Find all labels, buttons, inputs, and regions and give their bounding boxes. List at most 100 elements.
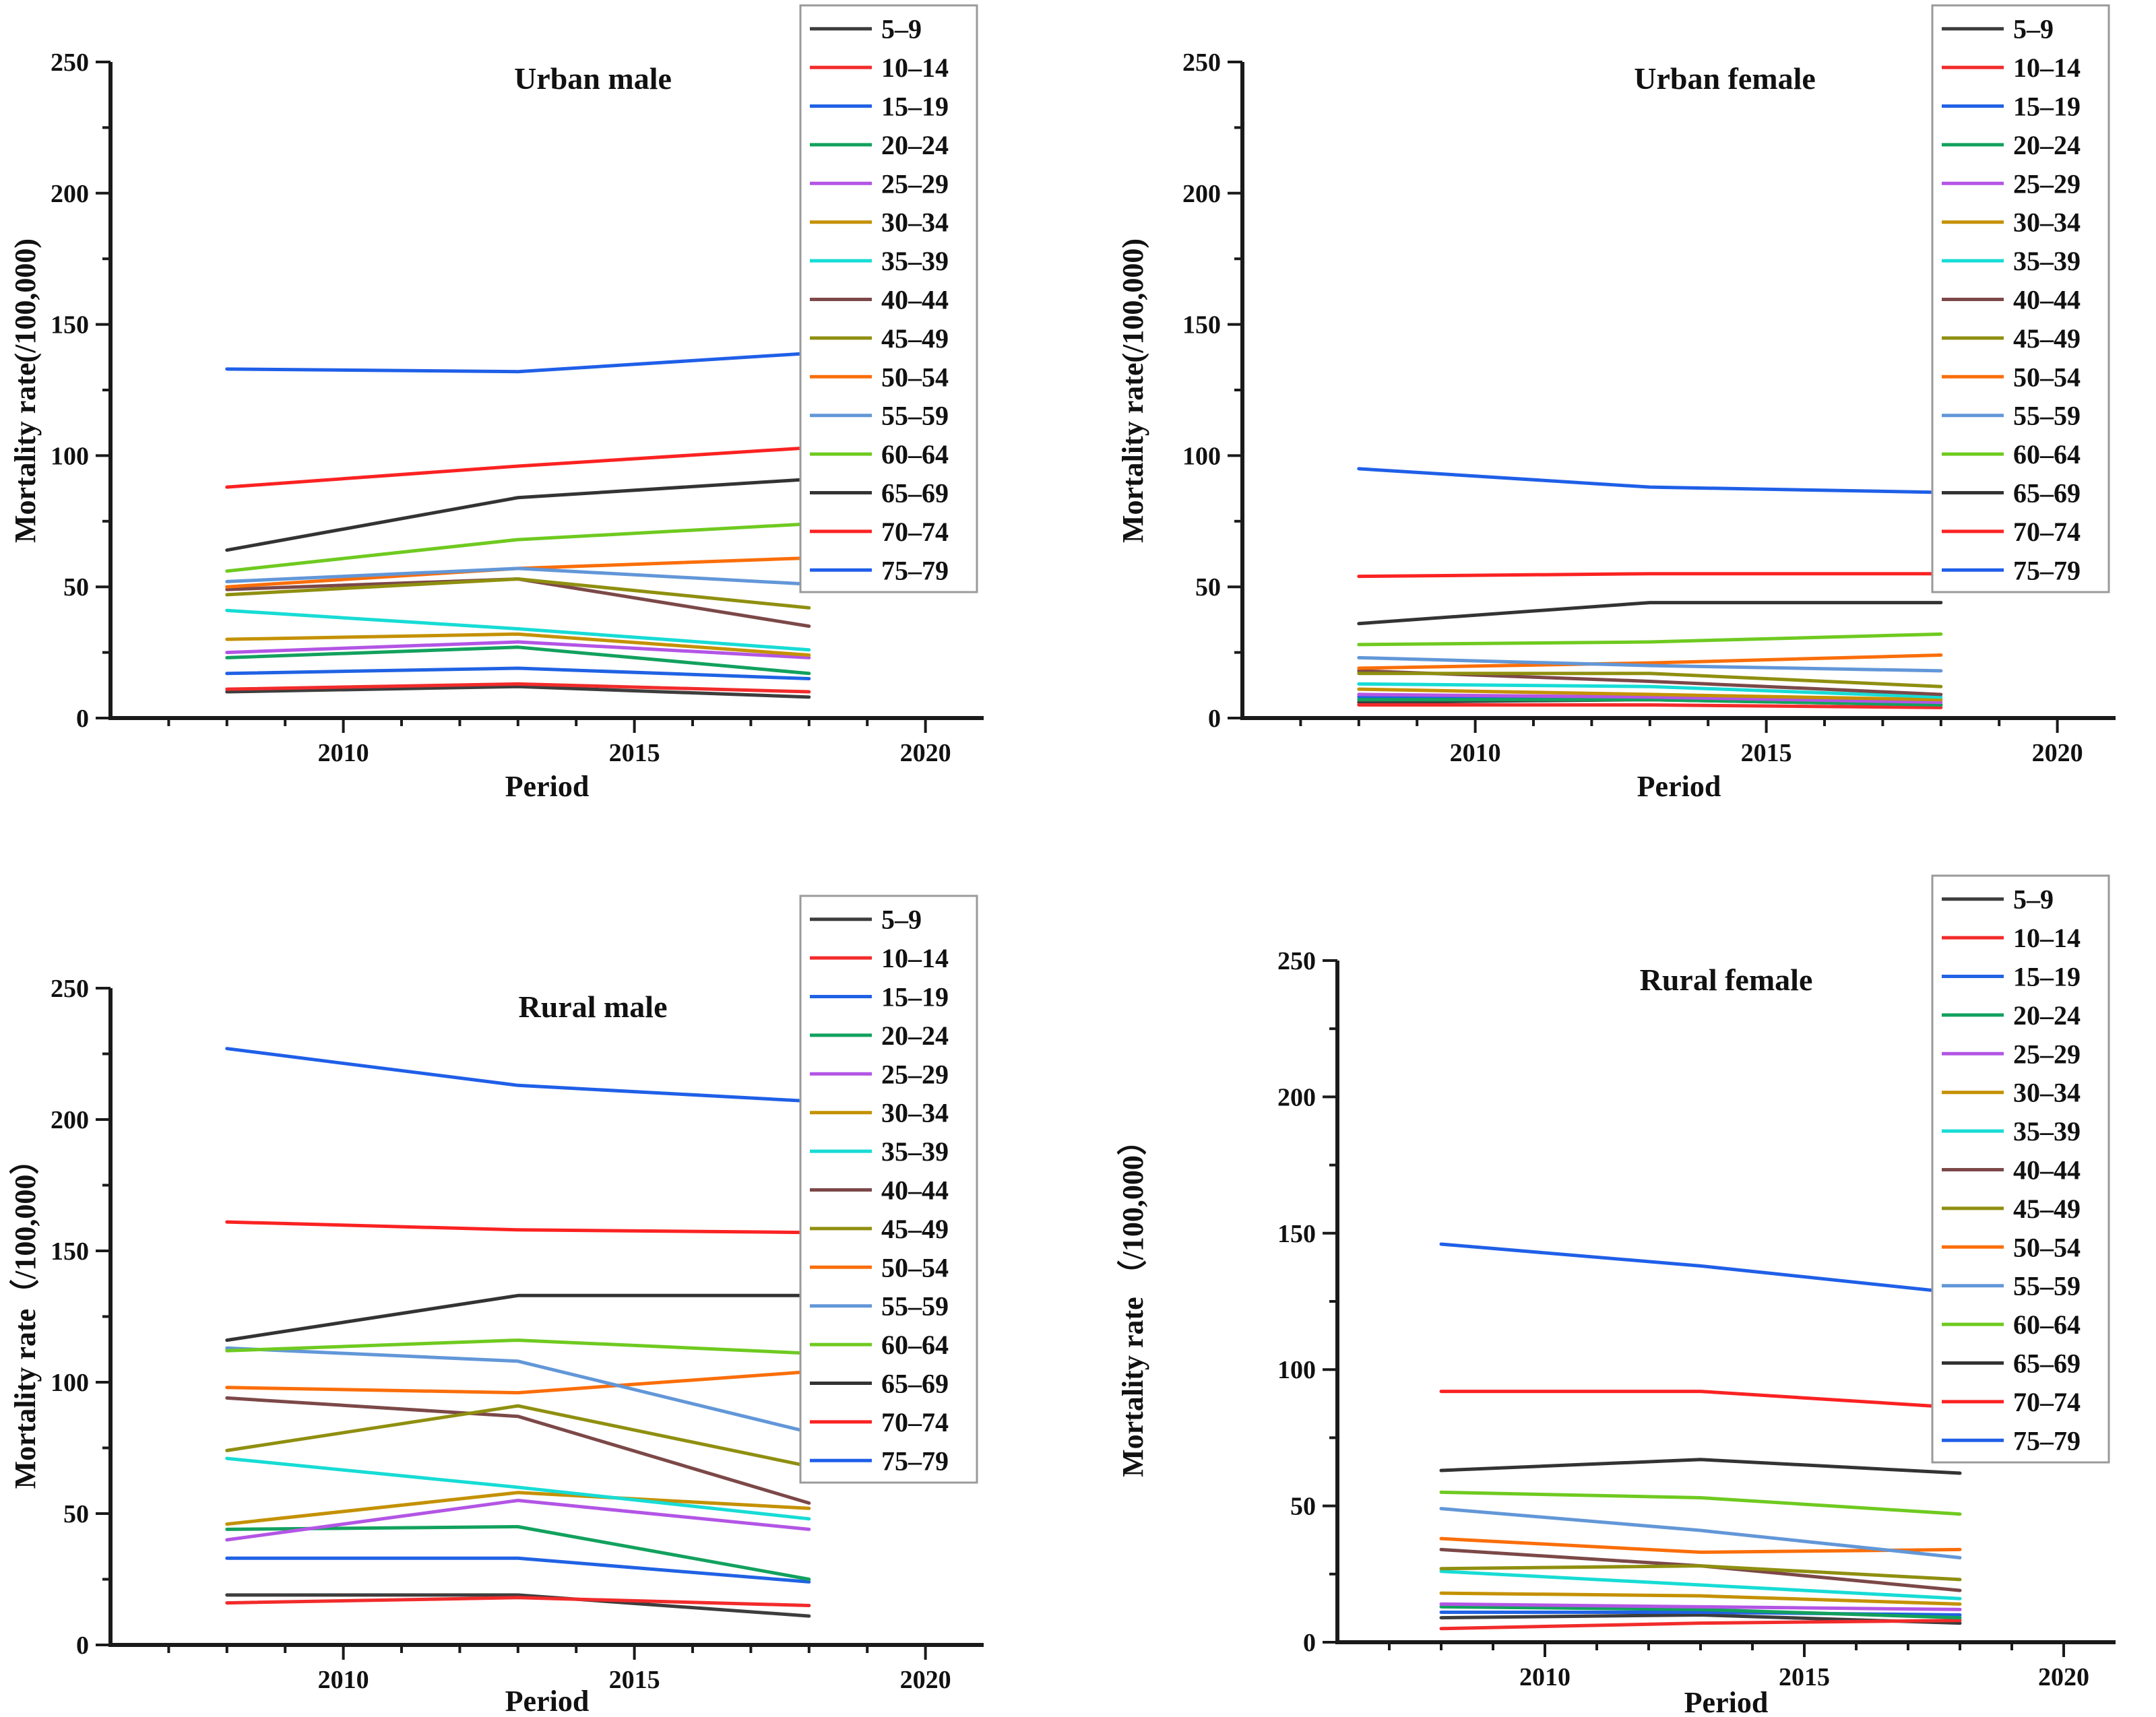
legend-item-label: 45–49 <box>881 1214 949 1244</box>
legend-item-label: 55–59 <box>2013 1271 2081 1301</box>
chart-title: Rural female <box>1640 963 1813 997</box>
series-line-40-44 <box>225 1396 811 1505</box>
series-line-20-24 <box>225 1525 811 1581</box>
legend-item-label: 25–29 <box>2013 1039 2081 1069</box>
series-line-40-44 <box>225 577 811 628</box>
legend-item-label: 50–54 <box>2013 1232 2081 1262</box>
legend-item-label: 75–79 <box>881 555 949 585</box>
legend-item-label: 70–74 <box>881 517 949 547</box>
legend-item-label: 40–44 <box>2013 285 2081 315</box>
legend-item-label: 65–69 <box>2013 1349 2081 1379</box>
legend-item-label: 20–24 <box>881 1021 949 1051</box>
legend-item-label: 15–19 <box>881 92 949 122</box>
series-line-10-14 <box>225 682 811 694</box>
series-line-30-34 <box>225 632 811 657</box>
series-line-70-74 <box>225 446 811 489</box>
legend-item-label: 25–29 <box>881 1059 949 1089</box>
legend-item-label: 35–39 <box>881 246 949 276</box>
series-line-15-19 <box>225 1556 811 1584</box>
y-tick-label: 0 <box>76 705 89 733</box>
legend-item-label: 75–79 <box>2013 555 2081 585</box>
series-line-45-49 <box>225 1404 811 1468</box>
legend-item-label: 40–44 <box>881 285 949 315</box>
y-tick-label: 100 <box>1182 442 1221 470</box>
legend-item-label: 35–39 <box>2013 246 2081 276</box>
y-tick-label: 200 <box>1277 1083 1316 1111</box>
legend-item-label: 15–19 <box>881 982 949 1012</box>
legend-item-label: 15–19 <box>2013 962 2081 992</box>
series-line-60-64 <box>225 522 811 573</box>
series-line-30-34 <box>1357 687 1943 702</box>
y-tick-label: 50 <box>63 573 89 602</box>
legend-item-label: 60–64 <box>881 439 949 469</box>
legend-item-label: 40–44 <box>881 1175 949 1206</box>
legend-item-label: 60–64 <box>2013 439 2081 469</box>
x-tick-label: 2015 <box>1779 1663 1830 1691</box>
series-line-25-29 <box>225 1499 811 1542</box>
y-tick-label: 200 <box>51 1106 89 1134</box>
series-line-75-79 <box>1439 1242 1962 1295</box>
series-line-25-29 <box>1439 1602 1962 1611</box>
legend-item-label: 45–49 <box>881 323 949 354</box>
y-tick-label: 100 <box>51 1369 89 1397</box>
y-tick-label: 0 <box>1208 705 1221 733</box>
y-tick-label: 250 <box>51 48 89 77</box>
y-tick-label: 150 <box>1182 311 1221 339</box>
y-tick-label: 150 <box>1277 1220 1316 1248</box>
y-tick-label: 0 <box>1303 1629 1316 1657</box>
x-axis-label: Period <box>1637 770 1721 803</box>
series-line-35-39 <box>1357 682 1943 699</box>
legend-item-label: 20–24 <box>2013 130 2081 160</box>
legend-item-label: 75–79 <box>2013 1425 2081 1456</box>
series-line-65-69 <box>225 477 811 552</box>
plot-layer-0: 0 50 100 150 200 250 2010 2015 2020 5–9 10–14 15–19… <box>51 4 984 767</box>
series-line-45-49 <box>1357 672 1943 688</box>
series-line-60-64 <box>1357 632 1943 647</box>
series-line-55-59 <box>1439 1507 1962 1560</box>
x-tick-label: 2020 <box>900 1666 951 1694</box>
legend-item-label: 45–49 <box>2013 1194 2081 1224</box>
series-line-30-34 <box>225 1491 811 1526</box>
legend-item-label: 5–9 <box>2013 14 2054 44</box>
y-tick-label: 200 <box>1182 180 1221 208</box>
x-tick-label: 2020 <box>2032 739 2083 767</box>
series-line-10-14 <box>1357 703 1943 709</box>
legend-item-label: 50–54 <box>881 1252 949 1283</box>
legend-item-label: 70–74 <box>881 1407 949 1437</box>
y-axis-label: Mortality rate(/100,000) <box>1116 238 1149 543</box>
legend-item-label: 10–14 <box>881 53 949 83</box>
y-tick-label: 200 <box>51 180 89 208</box>
x-tick-label: 2015 <box>1741 739 1792 767</box>
legend-item-label: 30–34 <box>881 207 949 238</box>
x-axis-label: Period <box>505 770 590 803</box>
chart-urban-male: 0 50 100 150 200 250 2010 2015 2020 5–9 10–14 15–19… <box>9 4 984 803</box>
legend-item-label: 30–34 <box>2013 1078 2081 1108</box>
legend-item-label: 65–69 <box>881 1369 949 1399</box>
series-line-65-69 <box>225 1293 811 1342</box>
series-line-10-14 <box>225 1596 811 1607</box>
y-tick-label: 250 <box>1182 48 1221 77</box>
series-line-60-64 <box>225 1338 811 1355</box>
series-line-70-74 <box>225 1220 811 1235</box>
plot-layer-1: 0 50 100 150 200 250 2010 2015 2020 5–9 10–14 15–19… <box>1182 4 2116 767</box>
y-tick-label: 100 <box>1277 1356 1316 1384</box>
legend-item-label: 70–74 <box>2013 1387 2081 1417</box>
series-line-20-24 <box>225 645 811 676</box>
legend-item-label: 60–64 <box>881 1330 949 1360</box>
legend-item-label: 55–59 <box>881 1291 949 1322</box>
x-tick-label: 2010 <box>1519 1663 1571 1691</box>
legend-item-label: 25–29 <box>2013 168 2081 199</box>
x-tick-label: 2015 <box>609 1666 660 1694</box>
plot-layer-3: 0 50 100 150 200 250 2010 2015 2020 5–9 10–14 15–19… <box>1277 874 2116 1691</box>
legend-item-label: 5–9 <box>881 14 922 44</box>
legend-item-label: 10–14 <box>881 943 949 973</box>
y-tick-label: 250 <box>51 975 89 1003</box>
legend-item-label: 35–39 <box>2013 1116 2081 1146</box>
series-line-5-9 <box>225 684 811 699</box>
legend-item-label: 20–24 <box>2013 1000 2081 1031</box>
legend-item-label: 50–54 <box>2013 362 2081 392</box>
x-tick-label: 2015 <box>609 739 660 767</box>
legend-item-label: 60–64 <box>2013 1309 2081 1340</box>
y-axis-label: Mortality rate（/100,000） <box>9 1145 42 1489</box>
